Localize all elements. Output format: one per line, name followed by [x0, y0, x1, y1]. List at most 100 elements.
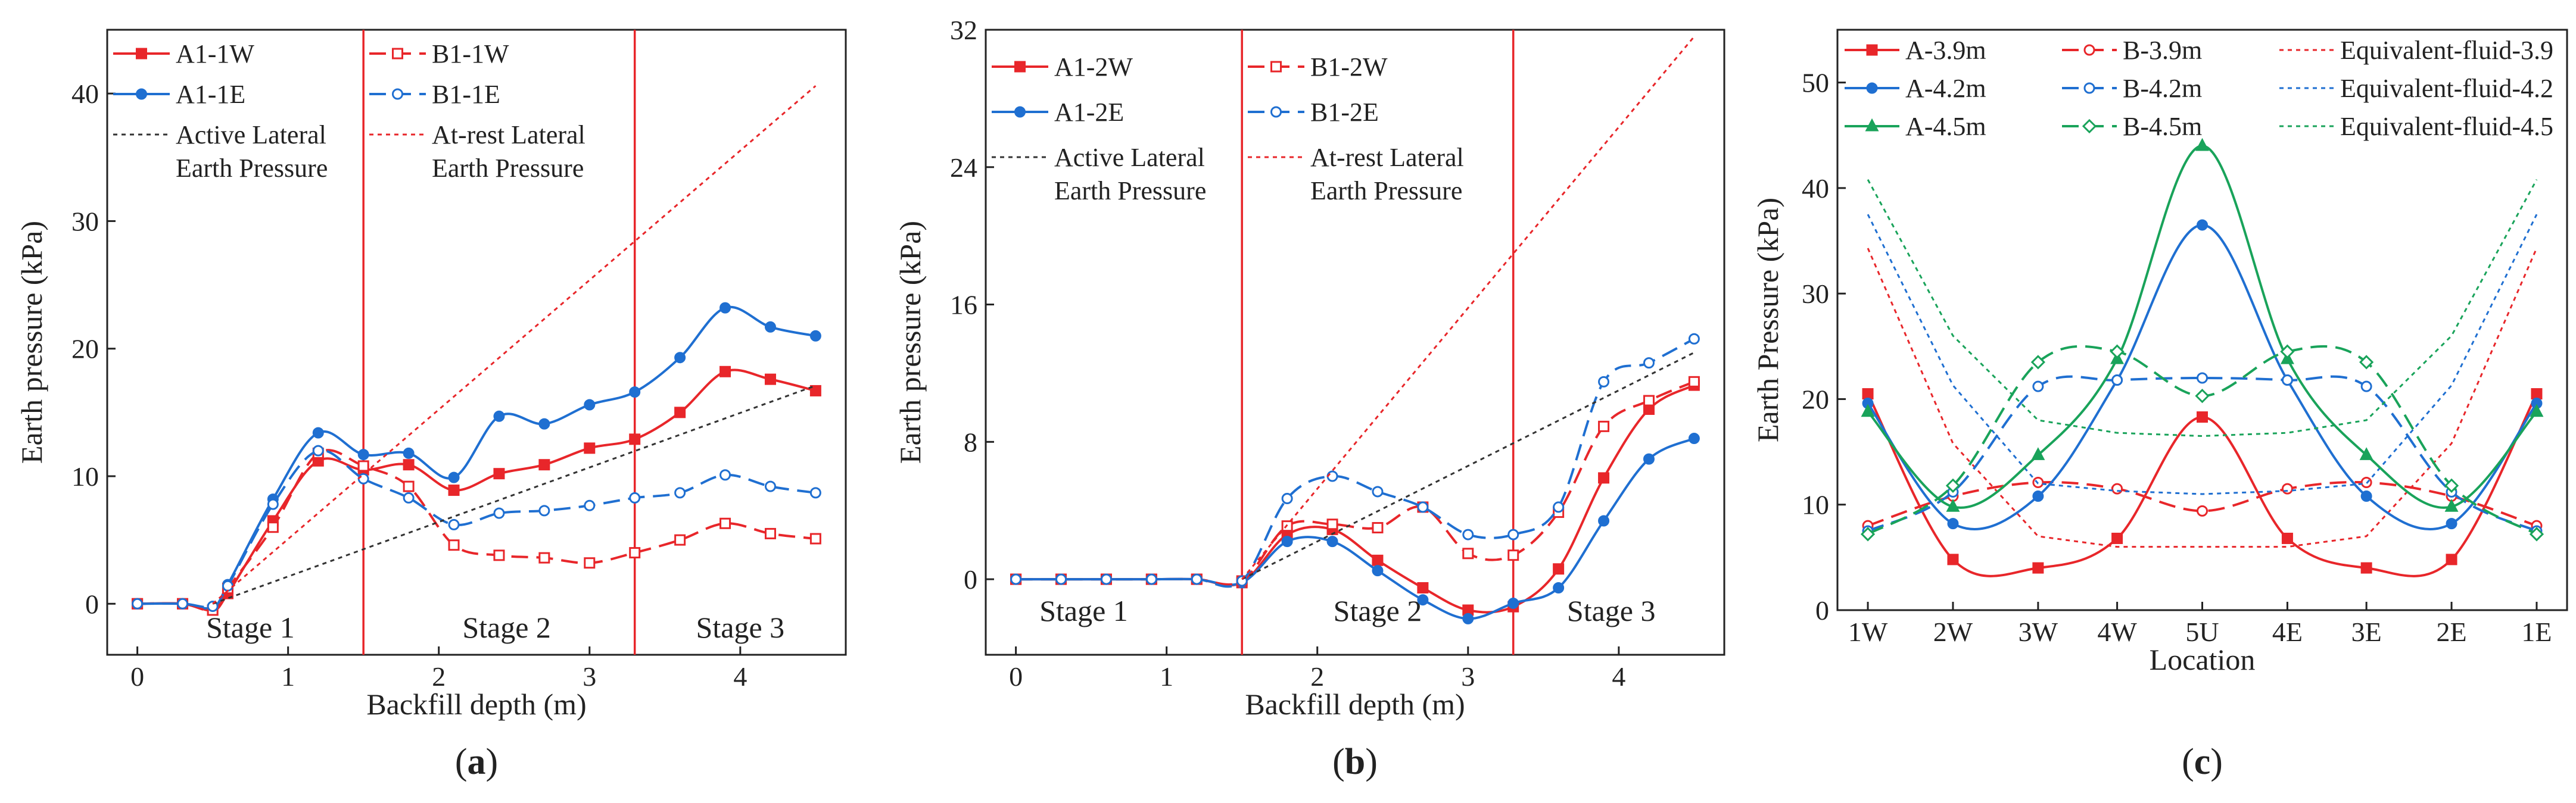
series-b-4-5m	[1860, 344, 2544, 542]
legend-item: B1-1E	[369, 80, 500, 109]
data-point	[1598, 420, 1610, 432]
data-point	[1281, 493, 1293, 504]
data-point	[2197, 219, 2208, 231]
y-tick-label: 30	[71, 206, 99, 236]
stage-label: Stage 2	[462, 611, 551, 644]
data-point	[2032, 380, 2044, 392]
series-line	[1241, 36, 1695, 580]
data-point	[1945, 478, 1961, 493]
stage-label: Stage 2	[1334, 594, 1422, 627]
chart-panel-c: 0 10 20 30 40 50 1W 2W 3W 4W 5U 4E 3E 2E 1E Location Ear…	[1751, 29, 2568, 782]
data-point	[1688, 333, 1700, 345]
legend-marker	[2082, 118, 2097, 134]
x-tick-label: 2	[1310, 661, 1324, 692]
data-point	[448, 518, 460, 530]
series-at-rest-lateral-earth-pressure	[212, 85, 817, 605]
legend-marker	[136, 48, 147, 60]
legend-item: Equivalent-fluid-3.9	[2279, 36, 2553, 65]
series-b-3-9m	[1862, 477, 2543, 532]
data-point	[1372, 522, 1384, 534]
data-point	[177, 598, 189, 610]
data-point	[1191, 573, 1203, 585]
y-axis-title: Earth Pressure (kPa)	[1751, 198, 1784, 442]
y-tick-label: 8	[964, 427, 977, 457]
x-tick-label: 4E	[2272, 617, 2303, 647]
legend-item: A1-2E	[992, 98, 1124, 127]
legend-label: Earth Pressure	[1310, 176, 1462, 205]
legend-label: B-4.2m	[2123, 74, 2202, 103]
legend-marker	[1014, 61, 1026, 73]
legend-item: At-rest Lateral Earth Pressure	[369, 120, 585, 183]
data-point	[2360, 490, 2372, 502]
data-point	[357, 460, 369, 472]
series-b1-1w	[132, 447, 821, 616]
data-point	[1462, 529, 1474, 540]
data-point	[674, 352, 686, 364]
legend-label: Equivalent-fluid-4.2	[2340, 74, 2553, 103]
x-tick-label: 0	[1009, 661, 1023, 692]
caption-letter: a	[468, 742, 486, 782]
caption-paren: (	[455, 742, 468, 782]
legend-item: A-4.2m	[1845, 74, 1986, 103]
data-point	[538, 459, 550, 471]
data-point	[493, 468, 505, 480]
data-point	[1688, 376, 1700, 388]
legend-item: A-3.9m	[1845, 36, 1986, 65]
data-point	[2197, 505, 2208, 517]
y-tick-label: 10	[71, 461, 99, 492]
data-point	[2030, 355, 2045, 370]
legend-label: Earth Pressure	[432, 154, 584, 183]
y-tick-label: 0	[85, 589, 99, 619]
legend-label: B-4.5m	[2123, 112, 2202, 141]
chart-panel-a: 0 10 20 30 40 0 1 2 3 4 Backfill depth (m) Earth pr…	[15, 29, 847, 782]
data-point	[2444, 478, 2459, 493]
data-point	[584, 399, 596, 411]
x-tick-label: 0	[130, 661, 144, 692]
data-point	[2110, 344, 2125, 359]
series-at-rest-lateral-earth-pressure	[1241, 36, 1695, 580]
legend-marker	[1014, 106, 1026, 118]
y-tick-label: 40	[1802, 173, 1829, 204]
data-point	[719, 365, 731, 377]
legend-marker	[1270, 106, 1282, 118]
data-point	[267, 498, 279, 510]
data-point	[584, 442, 596, 454]
series-line	[1016, 338, 1695, 588]
x-axis-title: Location	[2150, 643, 2256, 676]
legend-item: B1-2W	[1248, 52, 1388, 82]
series-a1-1e	[132, 302, 821, 614]
legend-label: B-3.9m	[2123, 36, 2202, 65]
panel-caption: (a)	[455, 742, 498, 782]
legend-item: A1-1W	[113, 39, 254, 68]
data-point	[1100, 573, 1112, 585]
data-point	[764, 480, 776, 492]
stage-label: Stage 1	[1039, 594, 1128, 627]
legend-item: A1-2W	[992, 52, 1133, 82]
data-point	[1326, 470, 1338, 482]
legend-label: Earth Pressure	[176, 154, 328, 183]
legend-label: Active Lateral	[176, 120, 326, 149]
series-line	[137, 449, 816, 609]
x-tick-label: 3E	[2351, 617, 2382, 647]
y-tick-label: 30	[1802, 279, 1829, 309]
data-point	[584, 557, 596, 569]
data-point	[2032, 562, 2044, 574]
x-tick-label: 2	[432, 661, 446, 692]
data-point	[719, 469, 731, 481]
y-axis-title: Earth pressure (kPa)	[893, 221, 927, 464]
x-tick-label: 2W	[1933, 617, 1973, 647]
data-point	[1688, 433, 1700, 445]
series-line	[1867, 375, 2537, 532]
series-line	[1016, 437, 1695, 620]
legend-marker	[1866, 44, 1878, 56]
legend-label: B1-2W	[1310, 52, 1388, 82]
data-point	[448, 485, 460, 496]
data-point	[629, 433, 641, 445]
series-line	[1867, 179, 2538, 437]
legend: A1-1W B1-1W A1-1E B1-1E Active Lateral Earth …	[113, 39, 585, 183]
panel-caption: (b)	[1332, 742, 1378, 782]
legend-label: B1-1W	[432, 39, 509, 68]
data-point	[1862, 388, 1874, 400]
data-point	[2111, 532, 2123, 544]
series-b1-1e	[132, 445, 821, 613]
